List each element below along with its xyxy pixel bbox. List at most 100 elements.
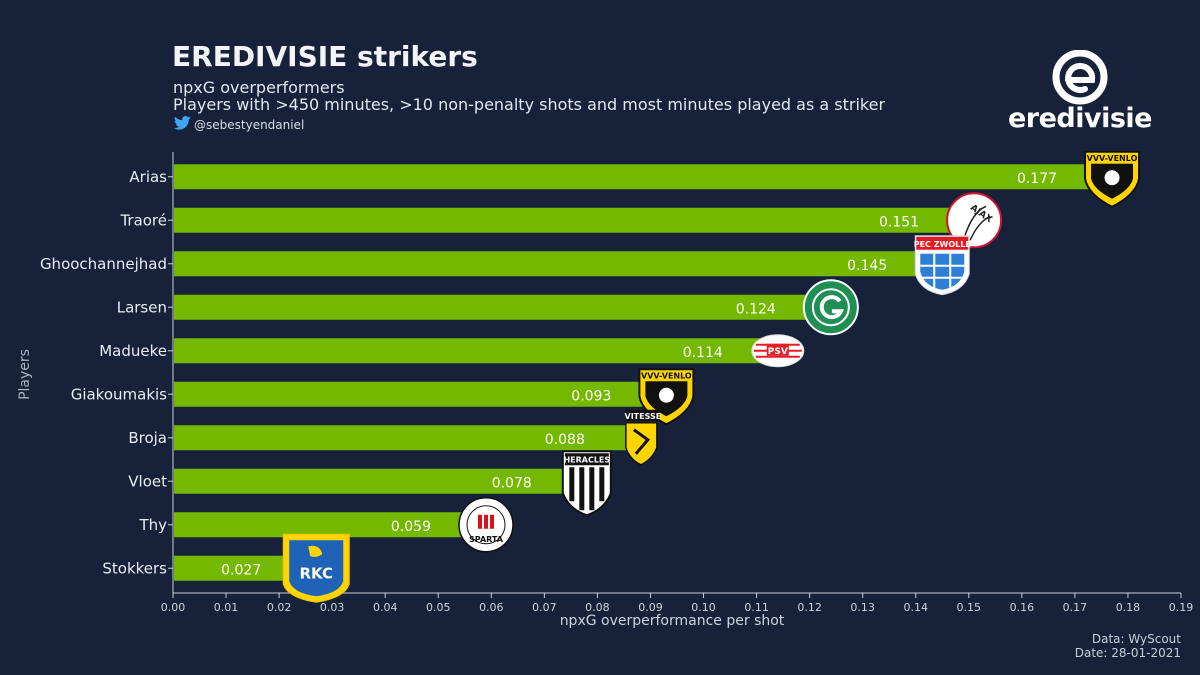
pec-banner <box>916 236 969 250</box>
x-tick-label: 0.01 <box>214 601 239 614</box>
y-tick-label: Madueke <box>99 342 167 360</box>
heracles-stripes <box>569 467 605 511</box>
vitesse-eagle <box>632 428 651 455</box>
twitter-handle: @sebestyendaniel <box>194 117 305 132</box>
club-badge-icon: VVV-VENLO <box>1084 150 1141 208</box>
bar-value-label: 0.114 <box>683 345 723 361</box>
x-tick-label: 0.02 <box>267 601 292 614</box>
chart-footer: Data: WyScout Date: 28-01-2021 <box>1075 632 1181 660</box>
badge-text: PSV <box>768 347 788 357</box>
x-axis-label: npxG overperformance per shot <box>560 613 785 629</box>
x-tick-label: 0.03 <box>320 601 345 614</box>
y-tick-label: Thy <box>138 516 167 534</box>
pec-white-grid <box>920 253 965 289</box>
heracles-shield <box>561 450 612 517</box>
pec-blue-field <box>920 253 965 290</box>
twitter-credit[interactable]: @sebestyendaniel <box>173 116 305 133</box>
bar <box>174 425 640 451</box>
vitesse-banner <box>625 409 660 421</box>
x-tick-label: 0.13 <box>850 601 875 614</box>
data-source: Data: WyScout <box>1091 632 1181 646</box>
bar <box>174 251 943 277</box>
bar-value-label: 0.088 <box>545 432 585 448</box>
bar-value-label: 0.177 <box>1017 171 1057 187</box>
bar <box>174 207 975 233</box>
x-tick-label: 0.17 <box>1063 601 1088 614</box>
club-badge-icon: AJAX <box>946 192 1003 249</box>
rkc-lion <box>308 545 323 557</box>
y-tick-label: Larsen <box>117 298 167 316</box>
bar-value-label: 0.151 <box>879 214 919 230</box>
badge-text: PEC ZWOLLE <box>914 240 971 249</box>
y-tick-label: Broja <box>128 429 167 447</box>
bar <box>174 381 667 407</box>
x-tick-label: 0.05 <box>426 601 451 614</box>
bar <box>174 468 587 494</box>
chart-title: EREDIVISIE strikers <box>172 40 478 73</box>
x-tick-label: 0.06 <box>479 601 504 614</box>
y-tick-label: Giakoumakis <box>71 385 167 403</box>
twitter-bird-icon <box>173 116 191 133</box>
x-tick-label: 0.18 <box>1116 601 1141 614</box>
x-tick-label: 0.19 <box>1169 601 1194 614</box>
psv-label-box <box>766 343 789 356</box>
ajax-circle <box>946 192 1003 249</box>
x-tick-label: 0.08 <box>585 601 610 614</box>
bar-value-label: 0.145 <box>847 258 887 274</box>
bar-value-label: 0.078 <box>492 475 532 491</box>
bar-value-label: 0.059 <box>391 519 431 535</box>
x-tick-label: 0.15 <box>957 601 982 614</box>
x-tick-label: 0.14 <box>903 601 928 614</box>
sparta-inner-ring <box>466 505 506 545</box>
badge-text: VVV-VENLO <box>641 371 692 380</box>
vvv-ball <box>1103 169 1121 187</box>
club-badge-icon: RKC <box>282 533 350 603</box>
sparta-shirt-stripes <box>482 514 491 529</box>
x-tick-label: 0.07 <box>532 601 557 614</box>
x-tick-label: 0.16 <box>1010 601 1035 614</box>
heracles-banner <box>564 453 609 466</box>
badge-text: RKC <box>299 564 333 582</box>
sparta-shirt <box>478 514 495 529</box>
x-tick-label: 0.11 <box>744 601 769 614</box>
y-tick-label: Ghoochannejhad <box>40 255 167 273</box>
x-tick-label: 0.09 <box>638 601 663 614</box>
vitesse-shield <box>625 422 658 466</box>
x-tick-label: 0.12 <box>797 601 822 614</box>
data-date: Date: 28-01-2021 <box>1074 646 1181 660</box>
groningen-circle <box>802 279 859 336</box>
club-badge-icon <box>802 279 859 336</box>
x-tick-label: 0.10 <box>691 601 716 614</box>
chart-subtitle: npxG overperformers <box>173 78 345 97</box>
bar <box>174 512 487 538</box>
badge-text: VVV-VENLO <box>1087 154 1138 163</box>
chart-description: Players with >450 minutes, >10 non-penal… <box>173 95 886 114</box>
club-badge-icon: PEC ZWOLLE <box>914 235 971 296</box>
y-tick-label: Stokkers <box>102 559 167 577</box>
y-tick-label: Arias <box>129 168 167 186</box>
bar <box>174 338 778 364</box>
vvv-ball <box>657 386 675 404</box>
club-badge-icon: VITESSE <box>625 409 662 466</box>
eredivisie-logo: eredivisie <box>1005 49 1155 140</box>
x-tick-label: 0.00 <box>161 601 186 614</box>
y-tick-label: Vloet <box>128 472 167 490</box>
badge-text: VITESSE <box>625 412 662 421</box>
rkc-shield-inner <box>289 540 344 597</box>
bar-value-label: 0.093 <box>571 388 611 404</box>
bar <box>174 164 1113 190</box>
groningen-g-mark <box>819 295 844 320</box>
x-tick-label: 0.04 <box>373 601 398 614</box>
bar-value-label: 0.027 <box>221 562 261 578</box>
badge-text: SPARTA <box>469 535 504 544</box>
y-tick-label: Traoré <box>119 211 167 229</box>
y-axis-label: Players <box>17 349 33 400</box>
brand-name: eredivisie <box>1007 103 1153 134</box>
groningen-inner-ring <box>811 288 850 327</box>
club-badge-icon: SPARTA <box>458 497 514 553</box>
bar-value-label: 0.124 <box>736 301 776 317</box>
club-badge-icon: HERACLES <box>561 450 612 517</box>
club-badge-icon: PSV <box>751 334 805 368</box>
eredivisie-e-logo-icon <box>1052 49 1108 105</box>
